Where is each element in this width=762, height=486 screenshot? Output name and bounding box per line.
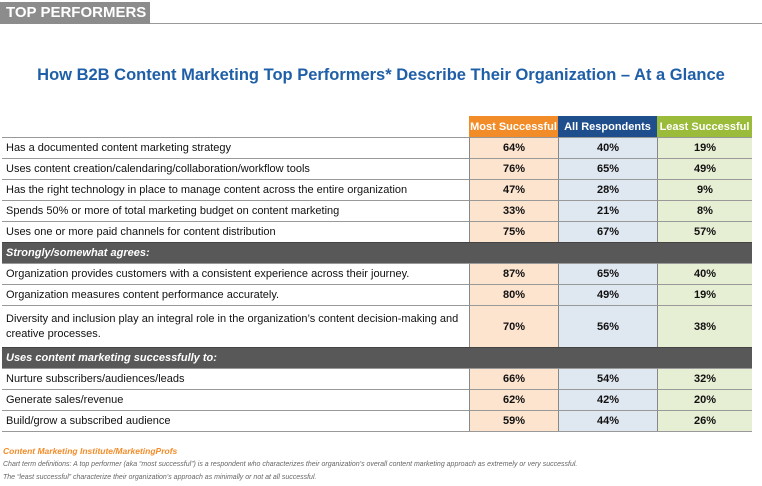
row-label: Diversity and inclusion play an integral… bbox=[2, 305, 469, 347]
table-cell: 38% bbox=[657, 305, 752, 347]
table-cell: 49% bbox=[558, 284, 657, 305]
row-label: Has the right technology in place to man… bbox=[2, 179, 469, 200]
table-cell: 21% bbox=[558, 200, 657, 221]
table-cell: 76% bbox=[469, 158, 558, 179]
section-header: Uses content marketing successfully to: bbox=[2, 347, 752, 368]
row-label: Generate sales/revenue bbox=[2, 389, 469, 410]
row-label: Has a documented content marketing strat… bbox=[2, 137, 469, 158]
table-cell: 19% bbox=[657, 137, 752, 158]
table-cell: 80% bbox=[469, 284, 558, 305]
table-cell: 54% bbox=[558, 368, 657, 389]
table-cell: 8% bbox=[657, 200, 752, 221]
column-header: All Respondents bbox=[558, 116, 657, 137]
banner-line bbox=[0, 23, 762, 24]
table-bottom bbox=[2, 431, 752, 432]
table-cell: 47% bbox=[469, 179, 558, 200]
table-cell: 62% bbox=[469, 389, 558, 410]
table-cell: 32% bbox=[657, 368, 752, 389]
row-label: Spends 50% or more of total marketing bu… bbox=[2, 200, 469, 221]
table-cell: 9% bbox=[657, 179, 752, 200]
source: Content Marketing Institute/MarketingPro… bbox=[3, 446, 178, 456]
table-cell: 56% bbox=[558, 305, 657, 347]
table-cell: 40% bbox=[657, 263, 752, 284]
table-cell: 65% bbox=[558, 263, 657, 284]
table-cell: 49% bbox=[657, 158, 752, 179]
title: How B2B Content Marketing Top Performers… bbox=[37, 66, 725, 84]
table-cell: 26% bbox=[657, 410, 752, 431]
footnote: Chart term definitions: A top performer … bbox=[3, 461, 578, 468]
table-cell: 64% bbox=[469, 137, 558, 158]
row-label: Organization measures content performanc… bbox=[2, 284, 469, 305]
column-header: Most Successful bbox=[469, 116, 558, 137]
table-cell: 75% bbox=[469, 221, 558, 242]
table-cell: 28% bbox=[558, 179, 657, 200]
row-label: Build/grow a subscribed audience bbox=[2, 410, 469, 431]
table-cell: 67% bbox=[558, 221, 657, 242]
column-header: Least Successful bbox=[657, 116, 752, 137]
table-cell: 44% bbox=[558, 410, 657, 431]
table-cell: 33% bbox=[469, 200, 558, 221]
table-cell: 20% bbox=[657, 389, 752, 410]
table-cell: 40% bbox=[558, 137, 657, 158]
table-cell: 57% bbox=[657, 221, 752, 242]
table-cell: 19% bbox=[657, 284, 752, 305]
row-label: Organization provides customers with a c… bbox=[2, 263, 469, 284]
table-cell: 87% bbox=[469, 263, 558, 284]
table-cell: 70% bbox=[469, 305, 558, 347]
section-header: Strongly/somewhat agrees: bbox=[2, 242, 752, 263]
row-label: Uses content creation/calendaring/collab… bbox=[2, 158, 469, 179]
table-cell: 42% bbox=[558, 389, 657, 410]
table-cell: 66% bbox=[469, 368, 558, 389]
footnote: The “least successful” characterize thei… bbox=[3, 474, 317, 481]
row-label: Nurture subscribers/audiences/leads bbox=[2, 368, 469, 389]
banner: TOP PERFORMERS bbox=[0, 2, 150, 24]
table-cell: 59% bbox=[469, 410, 558, 431]
row-label: Uses one or more paid channels for conte… bbox=[2, 221, 469, 242]
table-cell: 65% bbox=[558, 158, 657, 179]
